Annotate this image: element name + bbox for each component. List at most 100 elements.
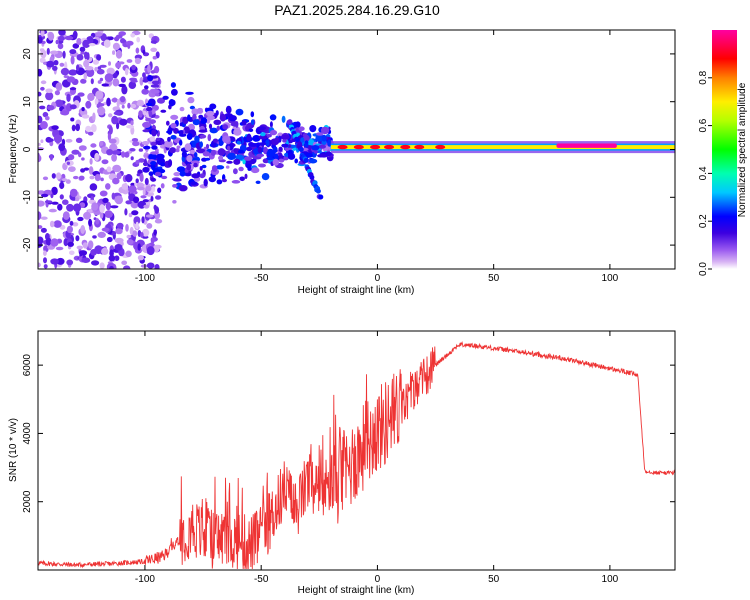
colorbar-ticks: 0.0 0.2 0.4 0.6 0.8 xyxy=(698,70,712,276)
noise-blob xyxy=(112,42,120,51)
noise-blob xyxy=(261,173,270,181)
noise-blob xyxy=(43,250,47,256)
noise-blob xyxy=(144,158,147,166)
noise-blob xyxy=(150,161,157,166)
noise-blob xyxy=(38,91,42,97)
noise-blob xyxy=(99,64,107,68)
colorbar-label: Normalized spectral amplitude xyxy=(737,82,748,217)
noise-blob xyxy=(116,172,122,180)
noise-blob xyxy=(38,211,42,221)
noise-blob xyxy=(144,177,149,186)
noise-blob xyxy=(121,104,125,109)
noise-blob xyxy=(97,66,102,70)
noise-blob xyxy=(43,264,48,269)
noise-blob xyxy=(179,170,186,177)
colorbar-tick-label: 0.2 xyxy=(698,214,709,228)
colorbar-tick-label: 0.6 xyxy=(698,118,709,132)
noise-blob xyxy=(318,194,324,200)
noise-blob xyxy=(38,36,43,44)
noise-blob xyxy=(192,119,200,126)
noise-blob xyxy=(146,262,155,269)
noise-blob xyxy=(43,257,47,264)
ridge-peak xyxy=(353,144,364,150)
noise-blob xyxy=(189,105,195,110)
noise-blob xyxy=(75,137,83,143)
noise-blob xyxy=(153,204,157,211)
noise-blob xyxy=(99,190,108,197)
noise-blob xyxy=(184,143,192,152)
noise-blob xyxy=(116,122,120,130)
noise-blob xyxy=(194,135,200,143)
noise-blob xyxy=(266,156,275,161)
noise-blob xyxy=(44,200,53,204)
noise-blob xyxy=(101,159,109,165)
noise-blob xyxy=(112,177,120,185)
noise-blob xyxy=(169,147,177,154)
noise-blob xyxy=(115,61,121,69)
noise-blob xyxy=(76,38,82,45)
noise-blob xyxy=(202,151,210,157)
noise-blob xyxy=(155,137,161,141)
noise-blob xyxy=(151,129,157,137)
noise-blob xyxy=(62,211,70,220)
y-tick-label: 6000 xyxy=(22,354,33,377)
noise-blob xyxy=(294,158,299,164)
noise-blob xyxy=(166,120,170,126)
noise-blob xyxy=(90,143,97,148)
noise-blob xyxy=(145,185,152,192)
noise-blob xyxy=(99,77,104,82)
noise-blob xyxy=(111,97,118,103)
noise-blob xyxy=(88,240,94,249)
noise-blob xyxy=(87,92,95,102)
noise-blob xyxy=(121,85,128,95)
noise-blob xyxy=(75,123,80,132)
x-tick-label: -100 xyxy=(135,574,155,585)
noise-blob xyxy=(215,165,225,170)
snr-panel: -100 -50 0 50 100 2000 4000 6000 Height of str… xyxy=(8,330,676,596)
x-tick-label: -50 xyxy=(254,574,269,585)
noise-blob xyxy=(133,196,140,204)
noise-blob xyxy=(80,225,86,234)
noise-blob xyxy=(205,110,215,117)
noise-blob xyxy=(58,143,66,152)
noise-blob xyxy=(40,49,47,59)
noise-blob xyxy=(106,67,115,76)
noise-blob xyxy=(49,50,59,55)
noise-blob xyxy=(189,149,196,155)
x-tick-label: 50 xyxy=(488,273,500,284)
noise-blob xyxy=(40,80,47,85)
noise-blob xyxy=(107,36,114,41)
noise-blob xyxy=(142,72,146,78)
noise-blob xyxy=(236,140,242,145)
noise-blob xyxy=(190,160,200,164)
noise-blob xyxy=(151,80,160,85)
noise-blob xyxy=(50,258,59,265)
noise-blob xyxy=(59,181,65,190)
noise-blob xyxy=(128,212,133,218)
noise-blob xyxy=(178,185,188,192)
noise-blob xyxy=(104,210,113,219)
noise-blob xyxy=(138,148,144,152)
noise-blob xyxy=(196,148,206,154)
noise-blob xyxy=(269,121,273,128)
snr-plot-area xyxy=(38,340,675,570)
noise-blob xyxy=(127,185,137,193)
noise-blob xyxy=(94,245,103,255)
noise-blob xyxy=(51,125,59,130)
noise-blob xyxy=(316,132,324,136)
noise-blob xyxy=(272,158,279,166)
noise-blob xyxy=(186,155,193,163)
noise-blob xyxy=(225,165,230,169)
noise-blob xyxy=(194,152,198,158)
noise-blob xyxy=(69,250,75,256)
noise-blob xyxy=(112,50,116,55)
noise-blob xyxy=(151,185,156,193)
noise-blob xyxy=(54,90,61,96)
noise-blob xyxy=(104,73,114,82)
noise-blob xyxy=(96,103,105,107)
noise-blob xyxy=(278,146,283,152)
noise-blob xyxy=(66,161,71,165)
noise-blob xyxy=(274,137,280,142)
noise-blob xyxy=(38,200,45,207)
noise-blob xyxy=(101,227,110,232)
